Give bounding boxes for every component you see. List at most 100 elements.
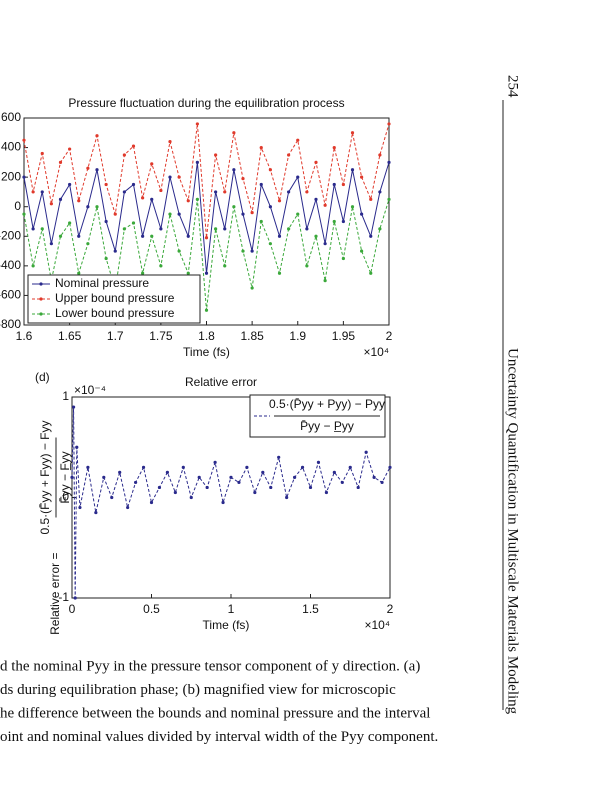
point-marker xyxy=(49,242,53,246)
x-tick-label: 1 xyxy=(228,602,235,616)
point-marker xyxy=(22,212,26,216)
point-marker xyxy=(341,182,345,187)
point-marker xyxy=(102,475,106,479)
chart-title: Pressure fluctuation during the equilibr… xyxy=(68,96,344,110)
point-marker xyxy=(49,202,53,206)
x-tick-label: 0.5 xyxy=(143,602,160,616)
point-marker xyxy=(314,197,318,201)
point-marker xyxy=(73,596,77,600)
y-tick-label: 600 xyxy=(1,110,21,124)
point-marker xyxy=(259,182,263,187)
point-marker xyxy=(141,196,145,200)
caption-line: oint and nominal values divided by inter… xyxy=(0,729,438,745)
point-marker xyxy=(58,197,63,201)
legend-label: Nominal pressure xyxy=(55,276,149,290)
point-marker xyxy=(241,212,245,216)
point-marker xyxy=(150,162,154,166)
point-marker xyxy=(350,205,355,209)
point-marker xyxy=(94,510,98,515)
point-marker xyxy=(113,249,117,253)
x-multiplier: ×10⁴ xyxy=(363,345,389,359)
point-marker xyxy=(195,160,199,164)
point-marker xyxy=(78,505,82,510)
point-marker xyxy=(360,212,364,216)
point-marker xyxy=(241,249,245,253)
point-marker xyxy=(350,168,355,172)
point-marker xyxy=(232,131,236,135)
point-marker xyxy=(323,203,327,207)
point-marker xyxy=(223,227,227,231)
point-marker xyxy=(261,470,265,474)
point-marker xyxy=(186,271,190,275)
point-marker xyxy=(204,236,209,240)
x-tick-label: 1.5 xyxy=(302,602,319,616)
point-marker xyxy=(177,249,181,253)
series-line xyxy=(23,123,390,238)
point-marker xyxy=(104,182,108,187)
legend-marker xyxy=(39,297,43,301)
point-marker xyxy=(360,175,364,179)
x-tick-label: 1.7 xyxy=(107,329,124,343)
caption-line: d the nominal Pyy in the pressure tensor… xyxy=(0,658,420,674)
y-axis-label: Relative error = 0.5·(F̄yy + Fyy) − Fyy F̄… xyxy=(38,420,72,634)
point-marker xyxy=(332,145,336,150)
x-multiplier: ×10⁴ xyxy=(364,618,390,632)
x-axis-label: Time (fs) xyxy=(183,345,230,359)
point-marker xyxy=(378,153,382,157)
x-tick-label: 1.6 xyxy=(16,329,33,343)
point-marker xyxy=(314,160,318,164)
y-tick-label: 0 xyxy=(62,490,69,504)
x-tick-label: 0 xyxy=(69,602,76,616)
caption-line: he difference between the bounds and nom… xyxy=(0,705,430,721)
point-marker xyxy=(131,144,136,148)
point-marker xyxy=(31,264,35,268)
y-label-part: 0.5·(F̄yy + Fyy) − Fyy xyxy=(38,420,52,534)
y-tick-label: -200 xyxy=(0,228,21,242)
x-axis-label: Time (fs) xyxy=(203,618,250,632)
x-tick-label: 1.95 xyxy=(332,329,356,343)
point-marker xyxy=(177,212,181,216)
point-marker xyxy=(181,465,185,469)
point-marker xyxy=(387,122,391,126)
point-marker xyxy=(159,188,163,193)
point-marker xyxy=(195,122,199,126)
point-marker xyxy=(259,145,263,150)
point-marker xyxy=(296,175,300,179)
point-marker xyxy=(173,490,177,495)
point-marker xyxy=(186,199,190,203)
series-line xyxy=(71,407,391,599)
point-marker xyxy=(204,308,209,312)
point-marker xyxy=(214,227,218,231)
point-marker xyxy=(118,470,122,474)
y-label-part: F̄yy − F̲yy xyxy=(58,451,72,503)
point-marker xyxy=(308,485,313,490)
point-marker xyxy=(305,190,309,194)
point-marker xyxy=(364,450,368,454)
point-marker xyxy=(110,495,114,500)
point-marker xyxy=(250,211,254,215)
y-tick-label: -1 xyxy=(58,590,69,604)
chart-title: Relative error xyxy=(185,375,257,389)
point-marker xyxy=(95,134,99,138)
point-marker xyxy=(40,151,44,156)
point-marker xyxy=(150,234,154,238)
point-marker xyxy=(134,480,138,485)
point-marker xyxy=(141,465,146,469)
point-marker xyxy=(314,234,318,238)
point-marker xyxy=(296,138,300,142)
point-marker xyxy=(241,177,245,181)
point-marker xyxy=(68,182,72,187)
point-marker xyxy=(95,205,99,209)
x-tick-label: 1.85 xyxy=(240,329,264,343)
point-marker xyxy=(323,242,327,246)
point-marker xyxy=(58,234,63,238)
y-tick-label: 0 xyxy=(14,199,21,213)
point-marker xyxy=(369,197,373,201)
x-tick-label: 2 xyxy=(387,602,394,616)
point-marker xyxy=(372,475,376,479)
legend-marker xyxy=(39,312,43,316)
point-marker xyxy=(287,227,291,231)
point-marker xyxy=(268,205,272,209)
y-tick-label: -600 xyxy=(0,288,21,302)
point-marker xyxy=(195,197,199,201)
